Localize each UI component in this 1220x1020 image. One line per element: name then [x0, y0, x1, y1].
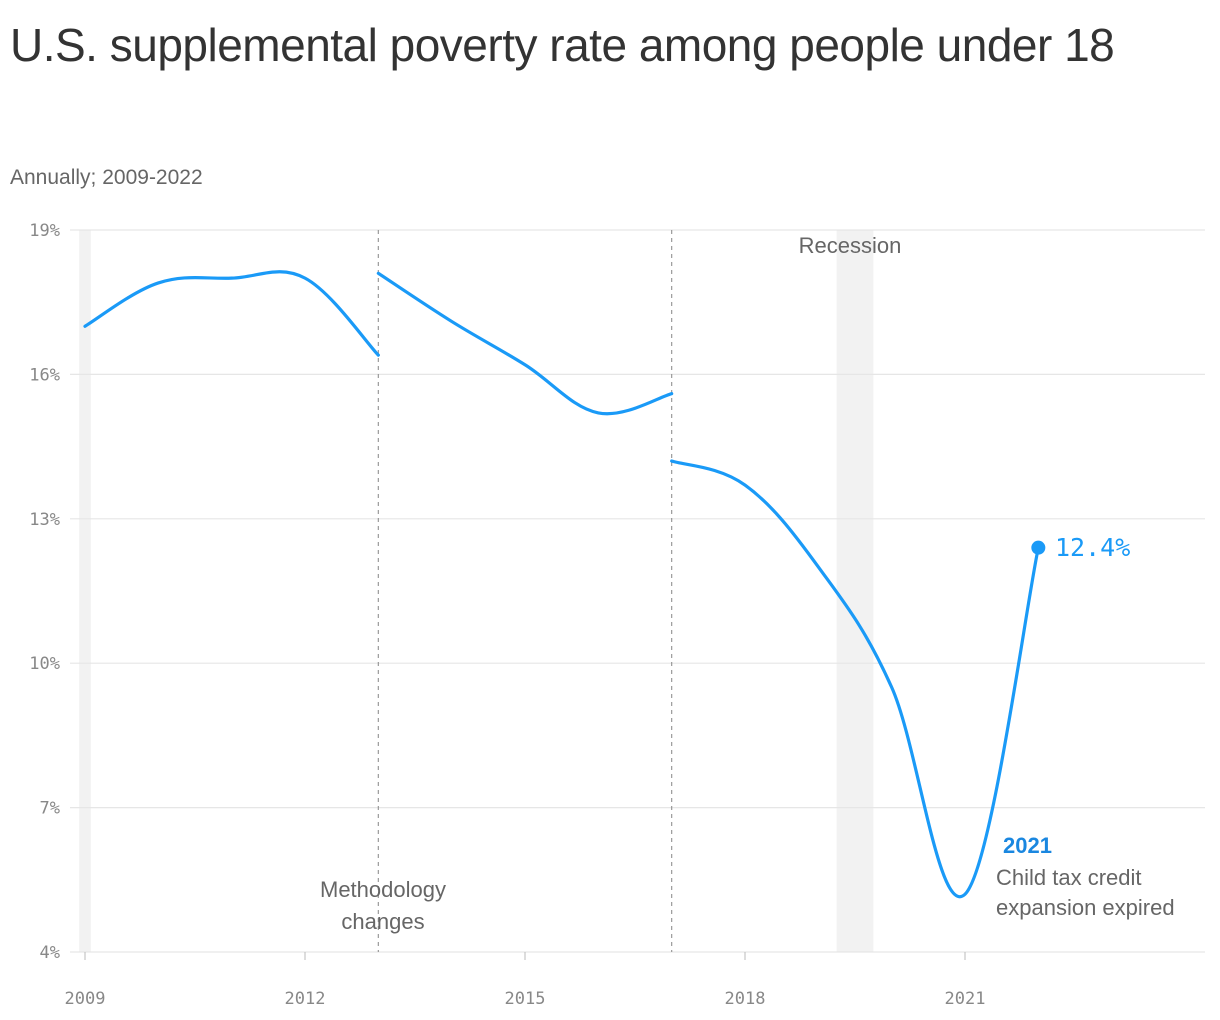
y-tick-label: 4% [40, 943, 60, 963]
x-tick-label: 2009 [65, 989, 106, 1009]
y-tick-label: 13% [29, 510, 60, 530]
note-line1: Child tax credit [996, 865, 1142, 890]
x-tick-label: 2012 [285, 989, 326, 1009]
series-line-segment-2 [376, 271, 674, 416]
x-tick-label: 2018 [725, 989, 766, 1009]
series-lines [83, 270, 1046, 899]
recession-band-1 [836, 230, 874, 952]
chart-subtitle: Annually; 2009-2022 [10, 166, 203, 189]
recession-bands [79, 230, 874, 952]
end-value-label: 12.4% [1055, 533, 1130, 562]
x-tick-label: 2015 [505, 989, 546, 1009]
note-year: 2021 [1003, 833, 1052, 858]
annotations: Recession Methodology changes 2021 Child… [320, 233, 1175, 934]
x-axis-labels: 2009 2012 2015 2018 2021 [65, 989, 986, 1009]
y-tick-label: 10% [29, 654, 60, 674]
methodology-label-line2: changes [341, 909, 424, 934]
y-axis-labels: 4% 7% 10% 13% 16% 19% [29, 221, 60, 963]
methodology-label-line1: Methodology [320, 877, 446, 902]
y-tick-label: 16% [29, 365, 60, 385]
recession-label: Recession [799, 233, 902, 258]
recession-band-0 [79, 230, 91, 952]
chart-title: U.S. supplemental poverty rate among peo… [10, 19, 1115, 71]
methodology-dividers [377, 230, 673, 952]
note-line2: expansion expired [996, 895, 1175, 920]
x-tick-label: 2021 [945, 989, 986, 1009]
end-point-marker [1031, 540, 1046, 555]
y-tick-label: 7% [40, 799, 60, 819]
series-line-segment-3 [670, 459, 1040, 899]
y-tick-label: 19% [29, 221, 60, 241]
gridlines [70, 229, 1205, 960]
series-line-segment-1 [83, 270, 380, 357]
